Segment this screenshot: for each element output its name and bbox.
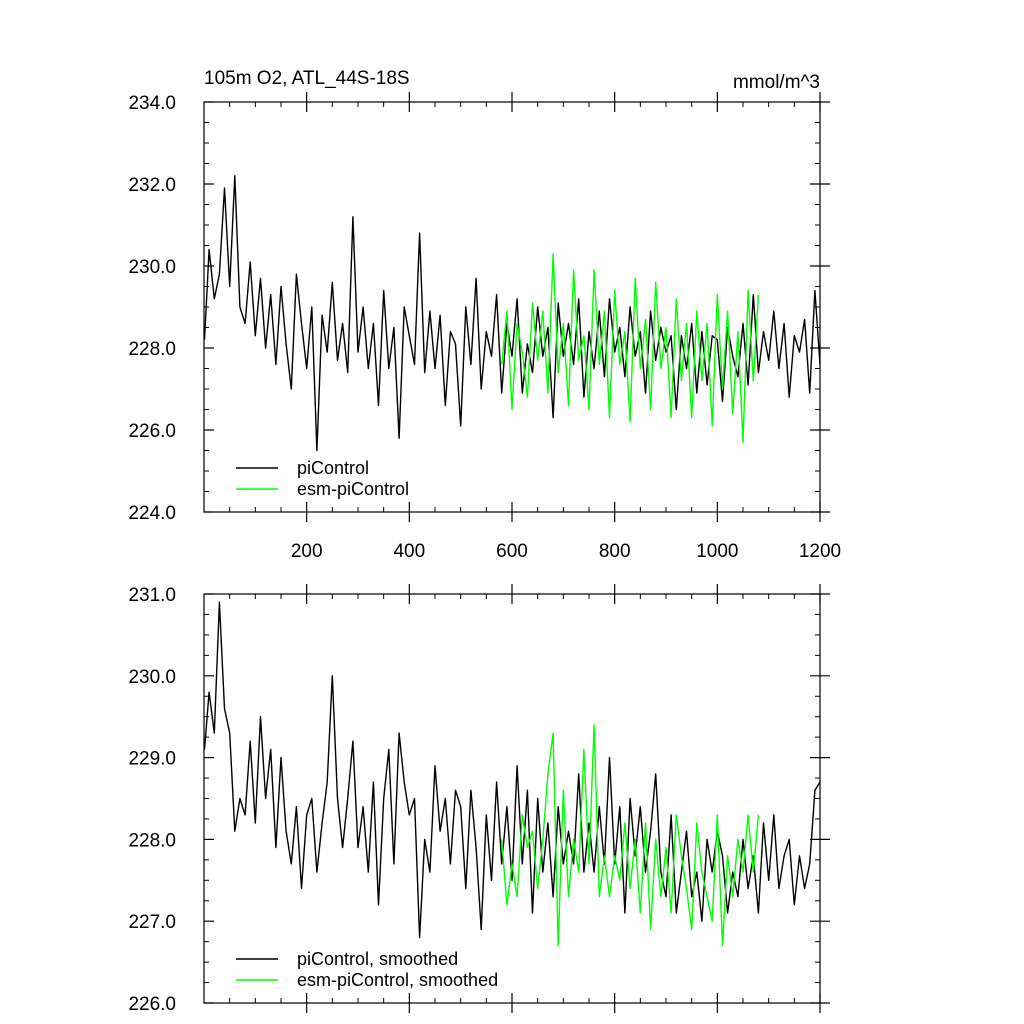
top-y-tick-label: 234.0 — [128, 93, 176, 114]
top-series-line-picontrol — [203, 175, 821, 452]
bottom-y-tick-label: 229.0 — [128, 749, 176, 770]
top-y-tick-label: 226.0 — [128, 421, 176, 442]
top-x-tick-label: 1000 — [696, 541, 738, 562]
bottom-y-tick-label: 227.0 — [128, 912, 176, 933]
top-title: 105m O2, ATL_44S-18S — [204, 68, 410, 89]
bottom-legend-label: esm-piControl, smoothed — [297, 970, 498, 990]
top-y-tick-label: 228.0 — [128, 339, 176, 360]
top-x-tick-label: 200 — [291, 541, 323, 562]
top-x-tick-label: 400 — [393, 541, 425, 562]
top-units: mmol/m^3 — [733, 72, 820, 93]
top-legend-label: piControl — [297, 458, 369, 478]
bottom-y-tick-label: 228.0 — [128, 830, 176, 851]
bottom-series-line-picontrol — [203, 601, 821, 939]
bottom-legend-label: piControl, smoothed — [297, 949, 458, 969]
bottom-y-tick-label: 231.0 — [128, 585, 176, 606]
top-y-tick-label: 230.0 — [128, 257, 176, 278]
top-legend-label: esm-piControl — [297, 479, 409, 499]
top-x-tick-label: 600 — [496, 541, 528, 562]
bottom-y-tick-label: 230.0 — [128, 667, 176, 688]
bottom-y-tick-label: 226.0 — [128, 994, 176, 1015]
bottom-panel: 226.0 227.0 228.0 229.0 230.0 231.0 piControl,… — [128, 584, 830, 1015]
bottom-series-line-esm-picontrol — [501, 724, 760, 947]
top-plot-frame — [203, 101, 821, 513]
top-series-line-esm-picontrol — [501, 252, 760, 443]
top-panel: 105m O2, ATL_44S-18S mmol/m^3 200 400 600 8… — [128, 68, 841, 562]
top-x-tick-label: 1200 — [799, 541, 841, 562]
bottom-plot-frame — [203, 593, 821, 1004]
top-y-tick-label: 224.0 — [128, 503, 176, 524]
top-x-tick-label: 800 — [599, 541, 631, 562]
top-y-tick-label: 232.0 — [128, 175, 176, 196]
